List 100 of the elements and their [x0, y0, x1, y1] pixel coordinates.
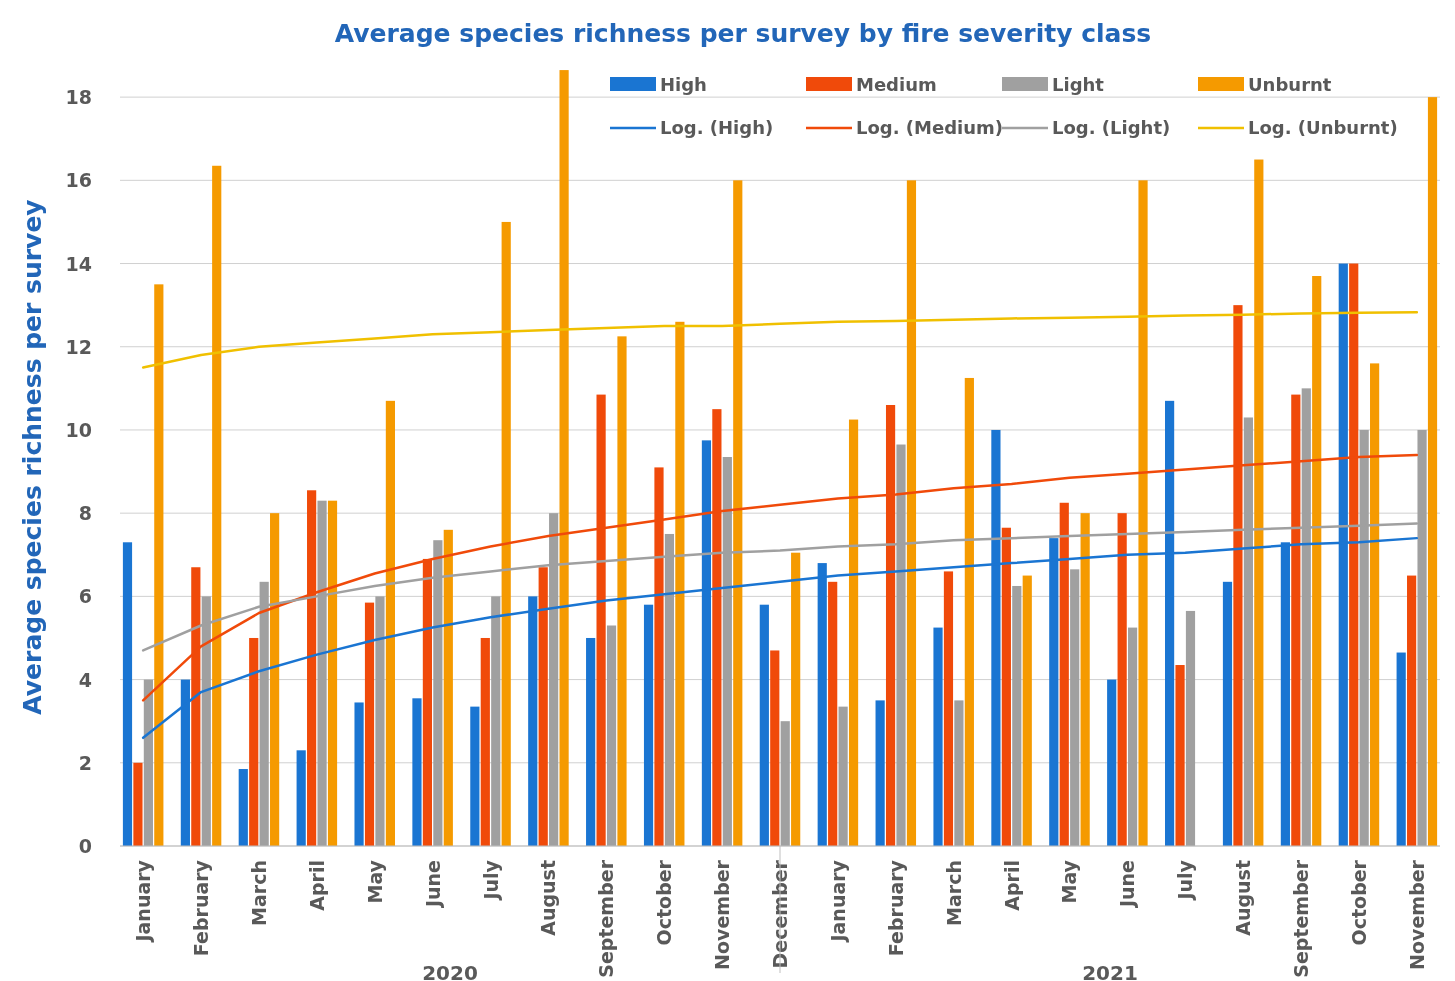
- bar: [133, 762, 143, 846]
- y-tick-label: 0: [78, 835, 92, 857]
- bar: [249, 637, 259, 846]
- x-tick-label: July: [1174, 859, 1197, 902]
- bar: [1427, 97, 1438, 846]
- x-tick-label: March: [247, 860, 270, 926]
- y-tick-label: 16: [65, 169, 92, 192]
- bar: [238, 769, 248, 846]
- y-tick-label: 8: [78, 502, 92, 525]
- y-tick-label: 14: [65, 252, 92, 275]
- legend-label: Light: [1052, 74, 1105, 95]
- text: 2020: [422, 961, 478, 981]
- bar: [617, 336, 627, 846]
- bar: [143, 679, 153, 846]
- bar: [1117, 513, 1127, 846]
- legend-label: Unburnt: [1248, 74, 1332, 95]
- bar: [1070, 569, 1080, 846]
- bar: [1012, 585, 1022, 846]
- x-tick-label: November: [1405, 859, 1428, 970]
- bar: [480, 637, 490, 846]
- bar: [1185, 610, 1196, 846]
- chart-title: Average species richness per survey by fire severity class: [334, 19, 1152, 48]
- bar: [1312, 276, 1322, 846]
- text: 2021: [1082, 961, 1138, 981]
- bar: [675, 321, 685, 846]
- bar: [212, 165, 222, 846]
- x-tick-label: December: [769, 859, 791, 969]
- y-tick-label: 12: [65, 335, 92, 358]
- x-tick-label: April: [305, 860, 328, 911]
- bar: [770, 650, 780, 846]
- bar: [559, 70, 569, 846]
- legend-label: Log. (Unburnt): [1248, 117, 1398, 138]
- bar: [1107, 679, 1117, 846]
- legend-label: High: [660, 74, 707, 95]
- bar: [954, 700, 964, 846]
- bar: [270, 513, 280, 846]
- bar: [1254, 159, 1264, 846]
- x-tick-label: January: [826, 859, 849, 944]
- y-tick-label: 10: [65, 418, 92, 441]
- x-tick-label: August: [537, 860, 560, 936]
- bar: [1175, 665, 1185, 846]
- x-tick-label: September: [1290, 859, 1313, 978]
- x-tick-label: June: [421, 860, 444, 910]
- bar: [385, 400, 395, 846]
- legend-label: Log. (Light): [1052, 117, 1171, 138]
- x-tick-label: September: [595, 859, 618, 978]
- bar: [780, 721, 790, 846]
- bar: [354, 702, 364, 846]
- bar: [491, 596, 501, 846]
- bar: [1080, 513, 1090, 846]
- bar: [1128, 627, 1138, 846]
- bar: [538, 567, 548, 846]
- bar: [759, 604, 769, 846]
- bar: [964, 377, 974, 846]
- bar: [412, 698, 422, 846]
- x-tick-label: June: [1116, 860, 1139, 910]
- x-tick-label: July: [479, 859, 502, 902]
- bar: [848, 419, 859, 846]
- bar: [327, 500, 338, 846]
- bar: [1138, 180, 1148, 846]
- bar: [906, 180, 917, 846]
- bar: [838, 706, 848, 846]
- x-tick-label: October: [1347, 859, 1370, 946]
- legend-label: Medium: [856, 74, 937, 95]
- y-tick-label: 4: [78, 668, 92, 691]
- x-tick-label: May: [1058, 859, 1081, 904]
- x-tick-label: October: [653, 859, 676, 946]
- bar: [791, 552, 801, 846]
- x-tick-label: March: [942, 860, 965, 926]
- bar: [586, 637, 596, 846]
- y-tick-label: 2: [78, 751, 92, 774]
- bar: [606, 625, 617, 846]
- x-tick-label: May: [363, 859, 386, 904]
- bar: [1022, 575, 1032, 846]
- bar: [828, 581, 838, 846]
- y-tick-label: 6: [78, 585, 92, 608]
- bar: [1001, 527, 1011, 846]
- x-tick-label: January: [132, 859, 155, 944]
- bar: [1396, 652, 1406, 846]
- line-series: [141, 310, 1419, 369]
- bar: [943, 571, 954, 846]
- bar: [733, 180, 743, 846]
- bar: [501, 221, 511, 846]
- bar: [643, 604, 654, 846]
- bar: [1059, 502, 1069, 846]
- bar: [1222, 581, 1233, 846]
- legend-label: Log. (High): [660, 117, 774, 138]
- bar: [875, 700, 885, 846]
- x-tick-label: August: [1232, 860, 1255, 936]
- x-tick-label: February: [190, 859, 213, 957]
- bar: [122, 542, 133, 846]
- bar: [375, 596, 385, 846]
- bar: [470, 706, 480, 846]
- bar: [364, 602, 375, 846]
- y-tick-label: 18: [65, 86, 92, 109]
- x-tick-label: April: [1000, 860, 1023, 911]
- bar: [1407, 575, 1417, 846]
- bar: [933, 627, 943, 846]
- bar: [154, 284, 164, 846]
- legend-label: Log. (Medium): [856, 117, 1004, 138]
